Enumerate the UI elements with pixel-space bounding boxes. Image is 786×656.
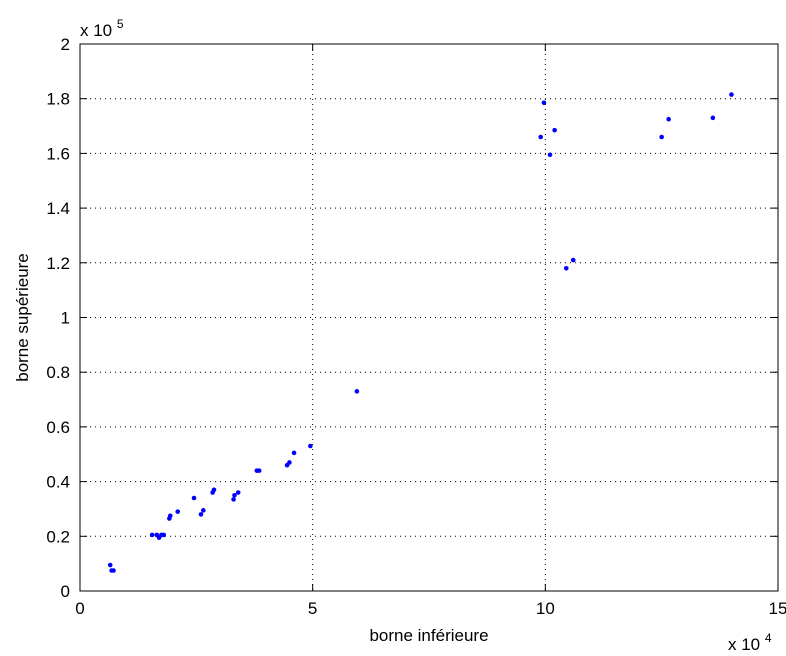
data-point [211, 487, 217, 493]
data-point [659, 134, 664, 140]
data-point [231, 497, 236, 502]
data-point [107, 562, 113, 568]
axis-ticks: 0 5 10 15 0 0.2 0.4 0.6 0.8 1 1.2 1.4 1.6 1.8 2 [46, 35, 786, 618]
data-point [547, 152, 553, 158]
data-point [191, 495, 197, 501]
data-point [232, 492, 237, 498]
data-point [287, 460, 292, 465]
y-tick-label: 0.6 [46, 418, 70, 437]
data-point [538, 134, 543, 140]
y-multiplier-base: x 10 [80, 21, 112, 40]
data-point [149, 532, 155, 538]
data-point [563, 265, 569, 271]
y-axis-label: borne supérieure [13, 253, 32, 382]
data-point [201, 508, 206, 513]
data-point [167, 513, 173, 519]
y-tick-label: 1.6 [46, 144, 70, 163]
data-point [666, 116, 671, 122]
data-point [175, 509, 181, 514]
y-tick-label: 0.8 [46, 363, 70, 382]
data-point [710, 115, 716, 121]
y-tick-label: 1.2 [46, 254, 70, 273]
x-tick-label: 15 [769, 599, 786, 618]
y-axis-multiplier: x 10 5 [80, 17, 124, 40]
y-multiplier-exponent: 5 [117, 17, 124, 31]
data-point [256, 468, 262, 473]
x-tick-label: 5 [308, 599, 317, 618]
x-multiplier-exponent: 4 [765, 631, 772, 645]
x-multiplier-base: x 10 [728, 635, 760, 654]
x-axis-multiplier: x 10 4 [728, 631, 772, 654]
data-point [308, 443, 313, 449]
y-tick-label: 2 [61, 35, 70, 54]
data-point [291, 450, 297, 456]
data-point [161, 532, 167, 538]
x-axis-label: borne inférieure [369, 626, 488, 645]
y-tick-label: 1.8 [46, 90, 70, 109]
data-point [541, 100, 547, 106]
x-tick-label: 10 [536, 599, 555, 618]
data-point [235, 490, 241, 495]
y-tick-label: 0.2 [46, 527, 70, 546]
y-tick-label: 0 [61, 582, 70, 601]
data-point [729, 92, 734, 97]
data-points [107, 92, 734, 573]
y-tick-label: 1.4 [46, 199, 70, 218]
x-tick-label: 0 [75, 599, 84, 618]
grid-lines [80, 44, 778, 591]
data-point [354, 389, 360, 394]
y-tick-label: 1 [61, 309, 70, 328]
data-point [111, 568, 116, 573]
data-point [570, 257, 576, 263]
y-tick-label: 0.4 [46, 473, 70, 492]
data-point [552, 127, 557, 133]
data-point [198, 512, 204, 517]
